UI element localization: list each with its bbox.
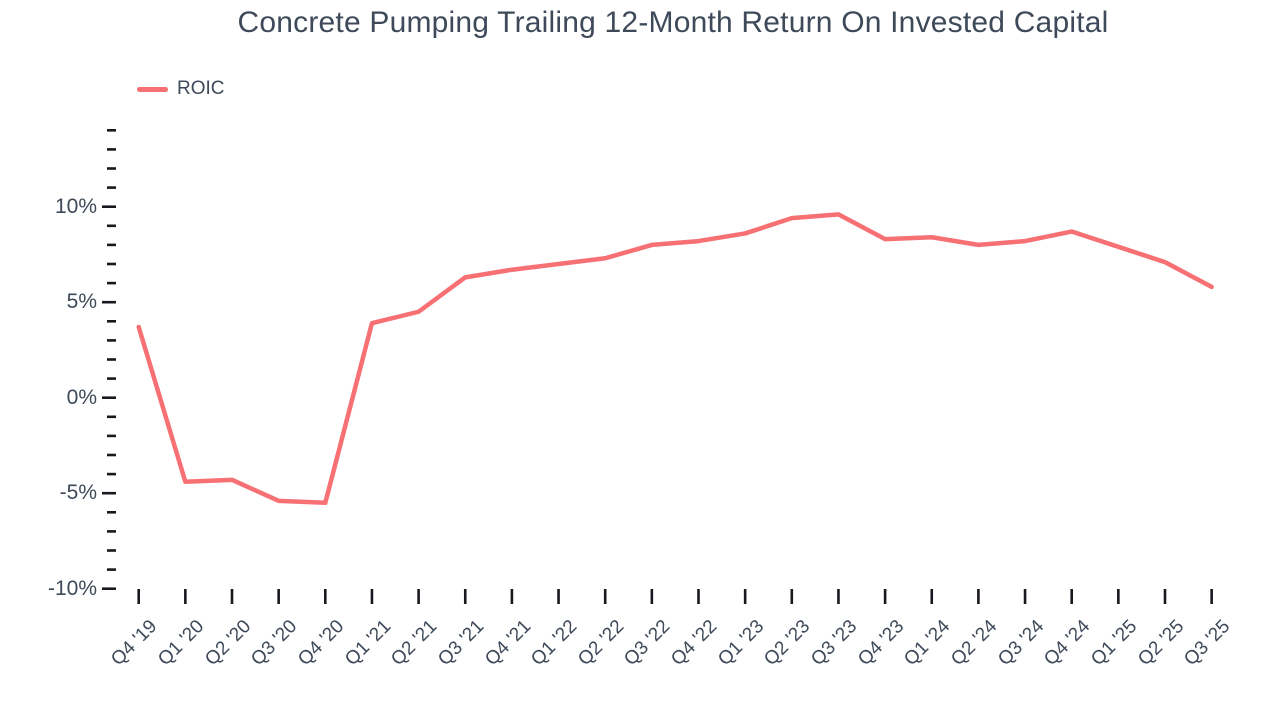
x-tick [603,589,607,604]
x-tick [837,589,840,604]
y-minor-tick [107,167,116,170]
y-minor-tick [107,262,116,266]
y-minor-tick [107,281,116,285]
x-tick [463,589,467,604]
y-minor-tick [107,320,116,323]
y-minor-tick [107,339,116,342]
x-tick [930,589,934,604]
x-tick [977,589,980,604]
y-major-tick [102,396,116,399]
y-minor-tick [107,511,116,514]
x-tick [417,589,420,604]
x-tick [1210,589,1213,604]
x-tick [1023,589,1027,604]
y-major-tick [102,587,116,590]
x-tick [557,589,560,604]
x-tick [324,589,327,604]
y-minor-tick [107,434,116,438]
y-minor-tick [107,148,116,151]
y-minor-tick [107,453,116,457]
y-minor-tick [107,243,116,247]
y-minor-tick [107,415,116,419]
roic-series-line [136,212,1214,505]
legend: ROIC [137,75,225,103]
y-major-tick [102,300,116,304]
y-minor-tick [107,358,116,361]
y-minor-tick [107,530,116,533]
x-tick [230,589,234,604]
legend-label: ROIC [177,78,225,99]
x-tick [510,589,514,604]
y-major-tick [102,491,116,495]
x-tick [883,589,887,604]
x-tick [370,589,374,604]
x-tick [743,589,747,604]
y-axis-label: 0% [66,385,97,409]
y-minor-tick [107,472,116,476]
x-tick [277,589,280,604]
x-tick [137,589,140,604]
x-tick [1117,589,1120,604]
y-axis-label: 10% [54,194,97,218]
x-tick [650,589,654,604]
x-tick [1163,589,1167,604]
legend-line-swatch [137,86,168,92]
y-axis-label: -5% [59,481,97,505]
y-minor-tick [107,224,116,228]
y-major-tick [102,205,116,208]
y-axis-label: -10% [47,576,97,600]
y-axis-label: 5% [66,290,97,314]
y-minor-tick [107,549,116,552]
y-minor-tick [107,129,116,132]
y-minor-tick [107,568,116,571]
x-tick [790,589,794,604]
y-minor-tick [107,186,116,189]
y-minor-tick [107,377,116,380]
x-tick [697,589,700,604]
chart-title: Concrete Pumping Trailing 12-Month Retur… [237,6,1109,39]
x-tick [1070,589,1073,604]
x-tick [184,589,187,604]
